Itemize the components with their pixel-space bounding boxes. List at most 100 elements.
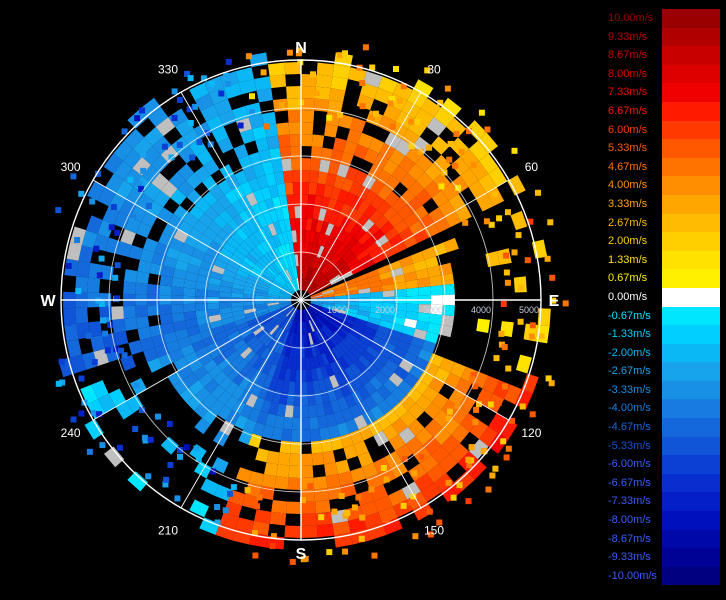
velocity-cell xyxy=(238,376,252,390)
velocity-cell xyxy=(288,91,295,98)
velocity-cell xyxy=(288,465,301,478)
velocity-cell xyxy=(301,122,314,135)
velocity-cell xyxy=(173,379,190,395)
velocity-cell xyxy=(370,302,383,309)
velocity-cell xyxy=(268,401,279,416)
velocity-cell xyxy=(368,114,375,121)
velocity-cell xyxy=(279,296,292,299)
velocity-cell xyxy=(302,555,309,562)
legend-row: -8.67m/s xyxy=(604,529,722,549)
velocity-cell xyxy=(320,234,330,248)
velocity-cell xyxy=(369,209,383,224)
velocity-cell xyxy=(272,312,284,321)
velocity-cell xyxy=(301,158,311,171)
velocity-cell xyxy=(289,369,297,382)
velocity-cell xyxy=(268,351,278,364)
legend-row: -4.67m/s xyxy=(604,418,722,437)
velocity-cell xyxy=(137,326,152,341)
velocity-cell xyxy=(344,220,357,234)
velocity-cell xyxy=(260,69,267,76)
velocity-cell xyxy=(384,408,400,425)
velocity-cell xyxy=(353,227,367,242)
velocity-cell xyxy=(289,453,301,466)
velocity-cell xyxy=(500,301,507,307)
velocity-cell xyxy=(70,416,77,423)
velocity-cell xyxy=(368,312,382,320)
velocity-cell xyxy=(274,277,285,287)
velocity-cell xyxy=(310,158,321,172)
velocity-cell xyxy=(245,278,259,286)
velocity-cell xyxy=(302,321,306,334)
velocity-cell xyxy=(458,148,465,155)
velocity-cell xyxy=(240,329,253,340)
velocity-cell xyxy=(483,218,490,225)
velocity-cell xyxy=(216,335,230,347)
velocity-cell xyxy=(368,486,375,493)
velocity-cell xyxy=(95,170,102,177)
velocity-cell xyxy=(173,205,190,221)
velocity-cell xyxy=(291,158,301,171)
velocity-cell xyxy=(324,322,336,334)
velocity-cell xyxy=(282,331,290,344)
velocity-cell xyxy=(336,422,350,437)
velocity-cell xyxy=(285,307,295,317)
velocity-cell xyxy=(224,326,239,336)
velocity-cell xyxy=(267,291,280,297)
velocity-cell xyxy=(198,372,214,387)
velocity-cell xyxy=(239,181,254,196)
velocity-cell xyxy=(320,326,331,338)
velocity-cell xyxy=(280,290,293,297)
velocity-cell xyxy=(270,309,282,317)
velocity-cell xyxy=(233,314,246,322)
velocity-cell xyxy=(310,243,317,256)
velocity-cell xyxy=(415,320,430,332)
velocity-cell xyxy=(204,130,210,137)
velocity-cell xyxy=(189,154,196,161)
velocity-cell xyxy=(227,367,241,382)
velocity-cell xyxy=(296,242,301,255)
velocity-cell xyxy=(335,243,346,256)
velocity-cell xyxy=(504,384,522,405)
velocity-cell xyxy=(87,277,101,293)
velocity-cell xyxy=(433,443,439,449)
velocity-cell xyxy=(294,333,299,346)
velocity-cell xyxy=(284,284,295,294)
legend-row: -0.67m/s xyxy=(604,306,722,326)
velocity-cell xyxy=(276,183,287,197)
velocity-cell xyxy=(107,321,114,328)
velocity-cell xyxy=(410,336,425,349)
velocity-cell xyxy=(166,420,173,427)
bearing-spoke xyxy=(300,91,422,301)
velocity-cell xyxy=(301,513,317,526)
velocity-cell xyxy=(229,335,243,346)
velocity-cell xyxy=(184,318,199,329)
velocity-cell xyxy=(245,393,258,408)
velocity-cell xyxy=(287,477,301,490)
velocity-cell xyxy=(319,260,329,273)
velocity-cell xyxy=(424,163,443,181)
velocity-cell xyxy=(370,194,385,210)
velocity-cell xyxy=(456,482,463,489)
velocity-cell xyxy=(326,320,338,331)
velocity-cell xyxy=(217,390,232,406)
velocity-cell xyxy=(361,462,379,479)
velocity-cell xyxy=(550,297,557,304)
velocity-cell xyxy=(113,330,129,346)
velocity-cell xyxy=(183,287,196,297)
velocity-cell xyxy=(418,454,425,460)
velocity-cell xyxy=(213,234,227,248)
velocity-cell xyxy=(460,168,479,188)
velocity-cell xyxy=(407,163,425,181)
velocity-cell xyxy=(243,301,256,307)
legend-row: -2.67m/s xyxy=(604,362,722,381)
velocity-cell xyxy=(354,273,368,283)
velocity-cell xyxy=(234,317,248,327)
velocity-cell xyxy=(307,283,317,293)
velocity-cell xyxy=(514,389,533,410)
velocity-cell xyxy=(380,465,387,471)
velocity-cell xyxy=(488,166,508,187)
velocity-cell xyxy=(293,309,299,322)
velocity-cell xyxy=(206,115,224,133)
velocity-cell xyxy=(70,354,87,374)
legend-label: -1.33m/s xyxy=(608,328,651,341)
